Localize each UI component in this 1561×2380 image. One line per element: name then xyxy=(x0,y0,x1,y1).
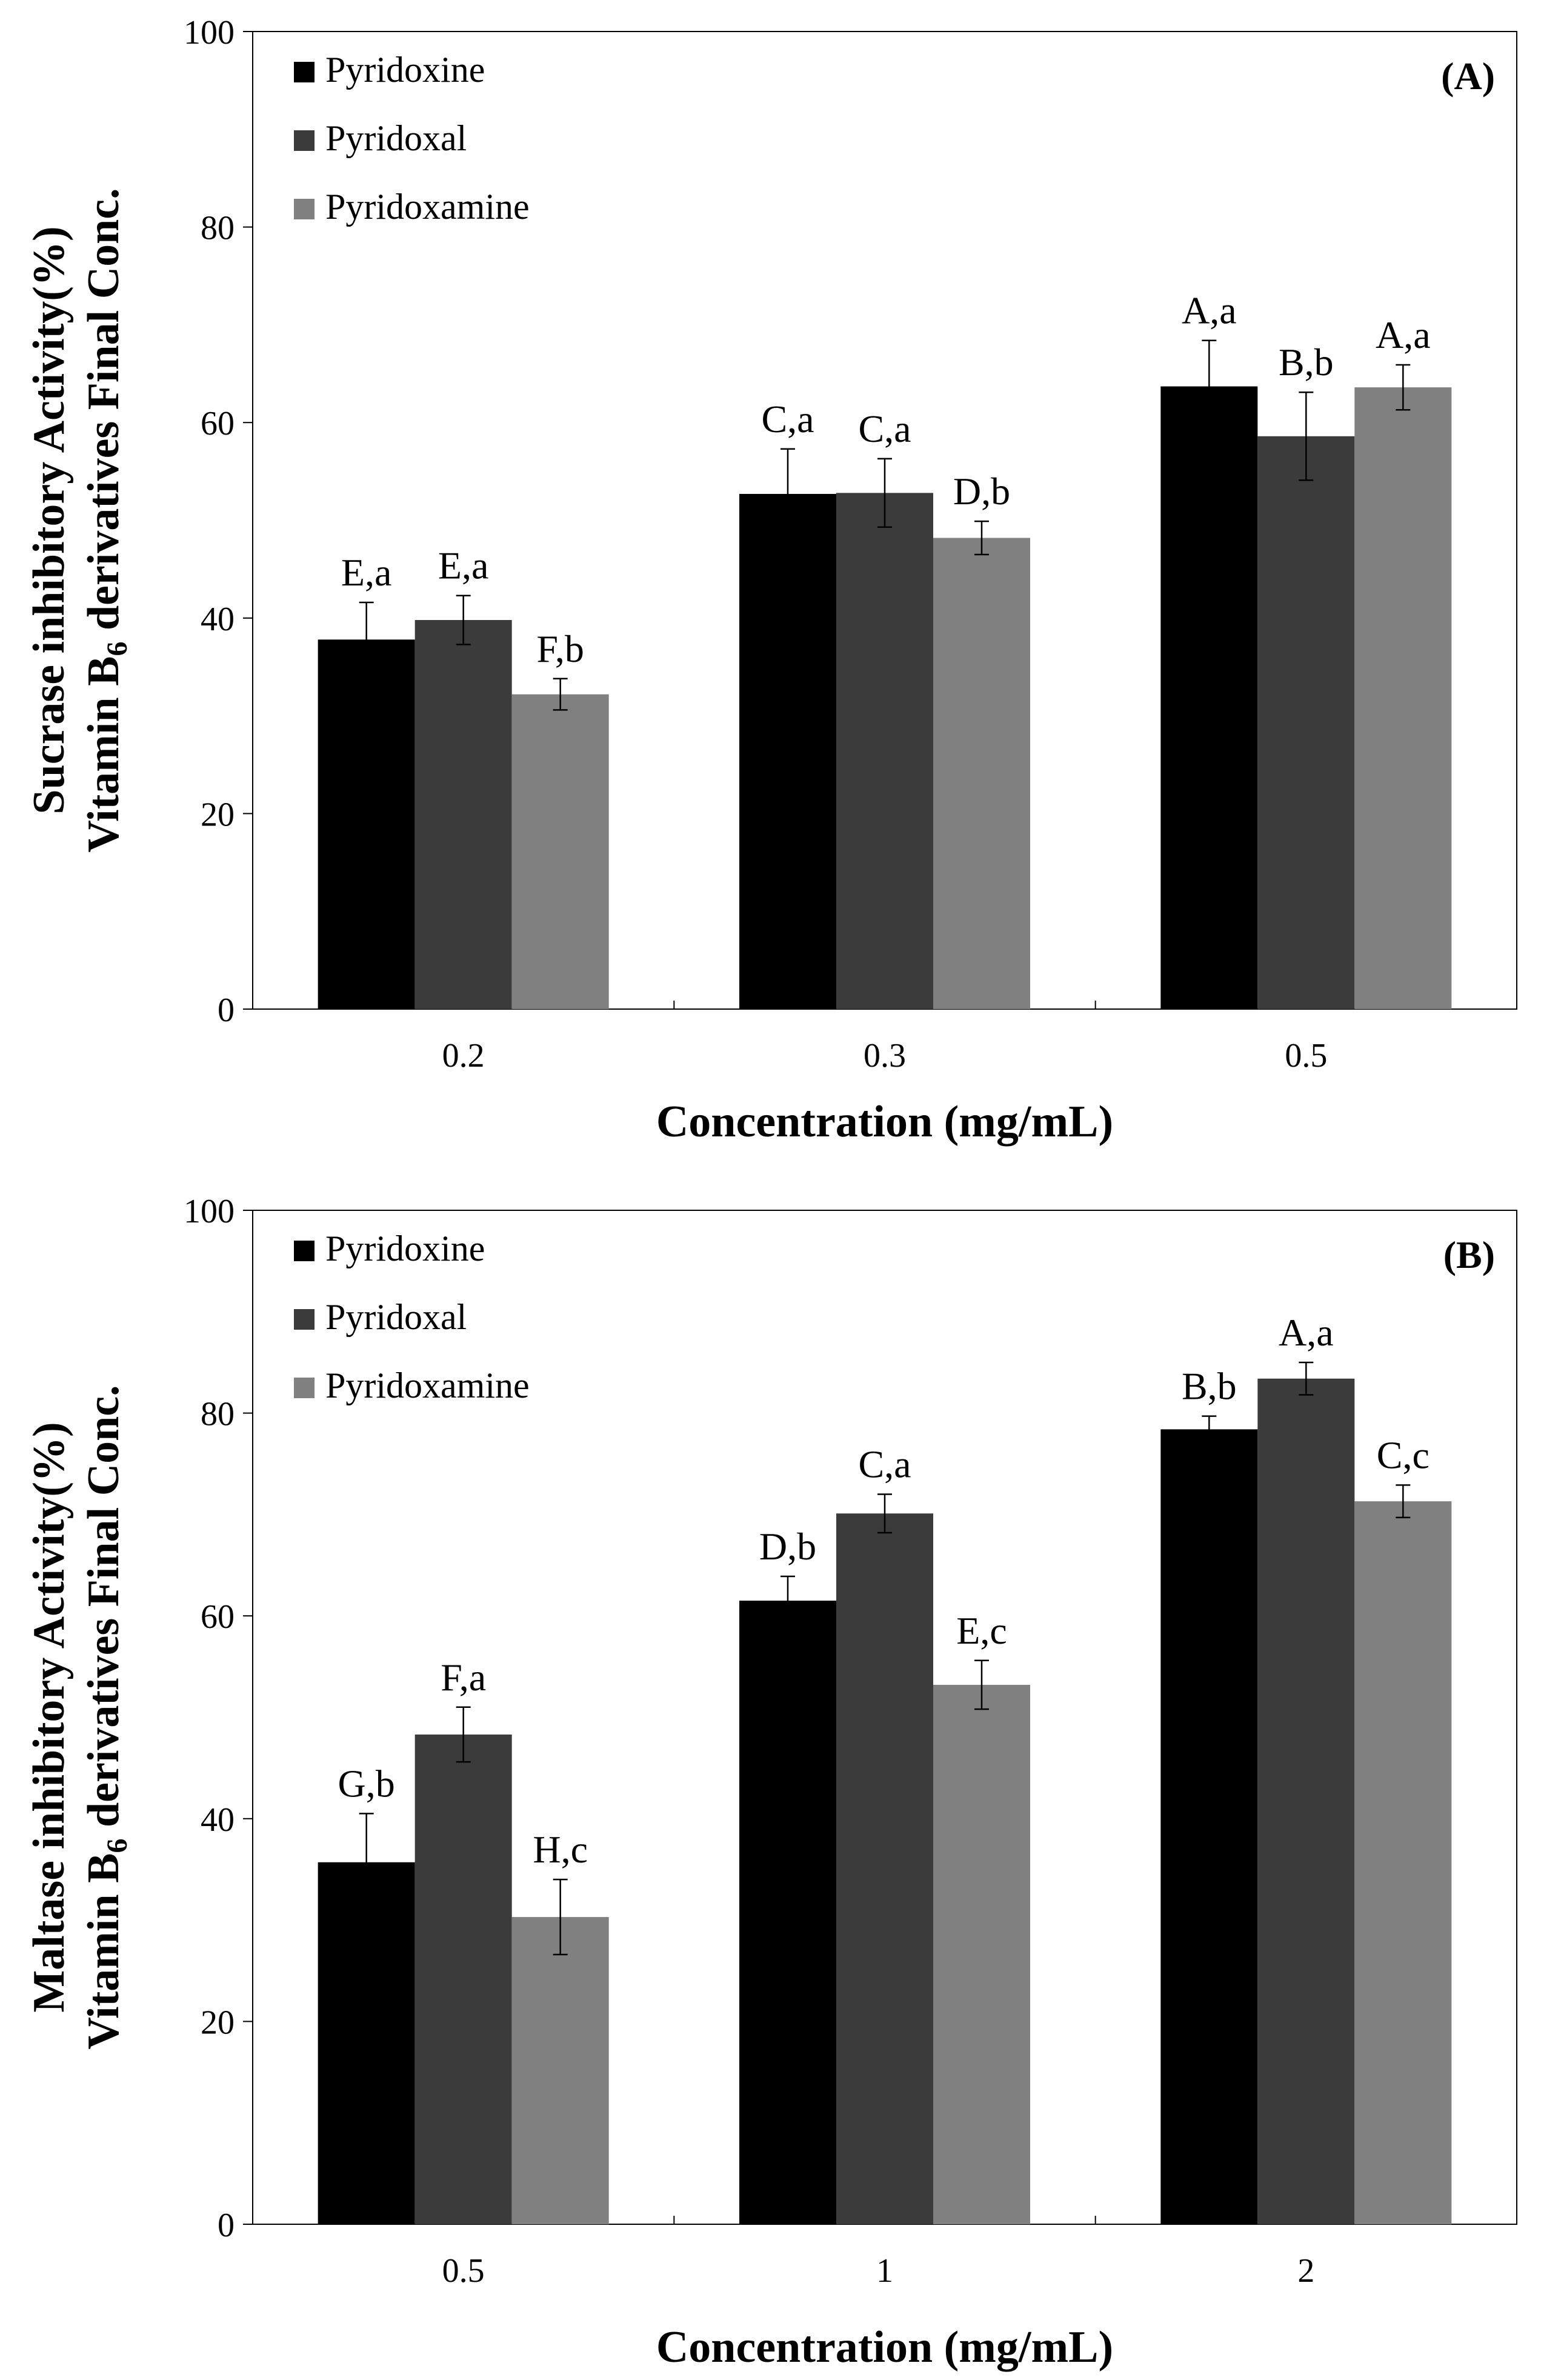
significance-label: C,a xyxy=(858,407,911,450)
bar xyxy=(836,493,933,1009)
legend-swatch xyxy=(294,130,315,151)
significance-label: E,a xyxy=(341,551,392,594)
legend-label: Pyridoxal xyxy=(325,1297,467,1337)
x-tick-label: 0.5 xyxy=(442,2252,485,2290)
y-axis-title-line2: Vitamin B6 derivatives Final Conc. xyxy=(79,188,133,852)
chart-panel-a: 0 20 40 60 80 100 0.2 0.3 0.5 E,a C,a A,a E,a C,a B,b F… xyxy=(24,14,1517,1147)
panel-label: (B) xyxy=(1443,1233,1495,1276)
significance-label: A,a xyxy=(1182,289,1237,332)
bar xyxy=(1160,386,1258,1009)
y-axis-title: Maltase inhibitory Activity(%) Vitamin B6… xyxy=(24,1385,133,2049)
significance-label: E,a xyxy=(438,544,489,587)
chart-panel-b: 0 20 40 60 80 100 0.5 1 2 G,b D,b B,b F,a C,a A,a H,c E,… xyxy=(24,1193,1517,2372)
significance-label: C,a xyxy=(761,398,814,441)
y-tick-label: 0 xyxy=(218,992,235,1029)
significance-label: F,a xyxy=(441,1656,486,1699)
significance-label: C,a xyxy=(858,1442,911,1485)
x-tick-label: 0.2 xyxy=(442,1037,485,1075)
bar xyxy=(1160,1429,1258,2224)
bar xyxy=(414,620,512,1009)
y-tick-label: 0 xyxy=(218,2207,235,2244)
legend-swatch xyxy=(294,1241,315,1261)
y-tick-label: 20 xyxy=(201,796,235,833)
significance-label: E,c xyxy=(956,1609,1007,1652)
y-tick-label: 100 xyxy=(184,14,235,52)
x-axis-title: Concentration (mg/mL) xyxy=(656,2322,1113,2372)
bar xyxy=(414,1734,512,2224)
legend-label: Pyridoxal xyxy=(325,118,467,158)
y-axis-title: Sucrase inhibitory Activity(%) Vitamin B6… xyxy=(24,188,133,852)
y-tick-label: 60 xyxy=(201,405,235,442)
y-axis-title-line1: Maltase inhibitory Activity(%) xyxy=(24,1422,74,2012)
y-tick-label: 60 xyxy=(201,1598,235,1636)
y-tick-label: 40 xyxy=(201,1801,235,1839)
significance-label: C,c xyxy=(1377,1433,1430,1476)
x-tick-label: 2 xyxy=(1297,2252,1314,2290)
significance-label: A,a xyxy=(1376,313,1431,356)
x-tick-label: 1 xyxy=(876,2252,893,2290)
bar xyxy=(739,1601,836,2224)
x-tick-label: 0.5 xyxy=(1285,1037,1327,1075)
significance-label: B,b xyxy=(1279,341,1334,384)
y-tick-label: 20 xyxy=(201,2004,235,2041)
y-axis-title-line1: Sucrase inhibitory Activity(%) xyxy=(24,226,74,814)
y-tick-label: 80 xyxy=(201,210,235,247)
bar xyxy=(933,1684,1030,2224)
y-tick-label: 100 xyxy=(184,1193,235,1230)
bar xyxy=(511,1917,609,2224)
panel-label: (A) xyxy=(1441,55,1495,98)
significance-label: D,b xyxy=(759,1525,816,1568)
bar xyxy=(1257,1378,1355,2224)
legend-swatch xyxy=(294,1309,315,1330)
legend-label: Pyridoxine xyxy=(325,50,485,90)
bar xyxy=(1354,387,1452,1009)
y-axis-title-line2: Vitamin B6 derivatives Final Conc. xyxy=(79,1385,133,2049)
bar xyxy=(1354,1501,1452,2224)
bar xyxy=(933,538,1030,1009)
significance-label: H,c xyxy=(533,1828,588,1871)
x-axis-title: Concentration (mg/mL) xyxy=(656,1097,1113,1147)
legend-label: Pyridoxamine xyxy=(325,1365,530,1405)
legend-swatch xyxy=(294,1378,315,1398)
significance-label: D,b xyxy=(953,470,1010,513)
x-tick-label: 0.3 xyxy=(864,1037,906,1075)
significance-label: A,a xyxy=(1279,1311,1334,1354)
y-tick-label: 40 xyxy=(201,601,235,638)
legend-label: Pyridoxine xyxy=(325,1228,485,1268)
bar xyxy=(511,694,609,1009)
legend-label: Pyridoxamine xyxy=(325,187,530,227)
y-tick-label: 80 xyxy=(201,1396,235,1433)
bar xyxy=(1257,436,1355,1009)
legend-swatch xyxy=(294,62,315,82)
significance-label: F,b xyxy=(536,627,584,670)
bar xyxy=(739,493,836,1009)
bar xyxy=(318,639,415,1009)
bar xyxy=(318,1862,415,2224)
legend-swatch xyxy=(294,199,315,219)
significance-label: G,b xyxy=(338,1762,395,1805)
bar xyxy=(836,1513,933,2224)
significance-label: B,b xyxy=(1182,1365,1237,1408)
